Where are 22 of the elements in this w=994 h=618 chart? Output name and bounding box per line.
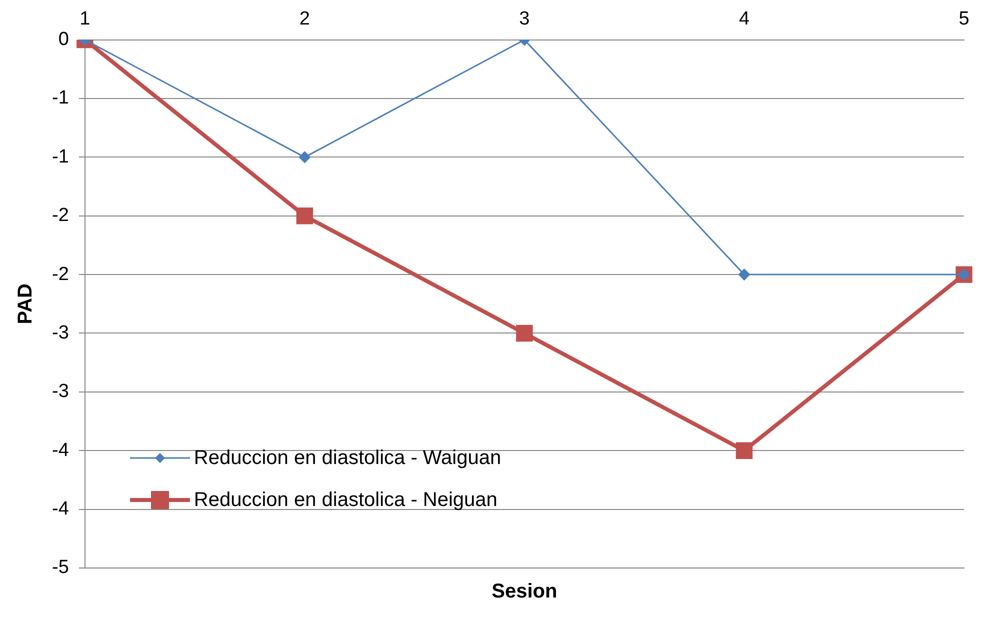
y-tick-label: -1 [52, 146, 69, 168]
x-axis-title: Sesion [492, 580, 558, 603]
x-tick-label: 4 [738, 8, 750, 30]
y-tick-label: -3 [52, 381, 69, 402]
x-tick-label: 5 [958, 8, 970, 30]
x-tick-label: 3 [519, 8, 530, 30]
y-tick-label: -1 [52, 88, 69, 109]
y-tick-label: -5 [52, 557, 69, 578]
y-tick-label: -4 [52, 498, 70, 520]
y-tick-label: -4 [52, 440, 70, 461]
y-tick-label: -2 [52, 264, 69, 285]
legend-label: Reduccion en diastolica - Waiguan [194, 446, 502, 470]
y-tick-label: 0 [58, 29, 69, 50]
y-axis-title: PAD [14, 284, 37, 324]
y-tick-label: -3 [52, 322, 69, 344]
legend-label: Reduccion en diastolica - Neiguan [194, 488, 498, 512]
x-tick-label: 1 [80, 8, 90, 30]
y-tick-label: -2 [52, 205, 69, 226]
point [296, 208, 314, 224]
point [516, 324, 533, 342]
x-tick-label: 2 [299, 8, 310, 30]
point [738, 268, 750, 280]
